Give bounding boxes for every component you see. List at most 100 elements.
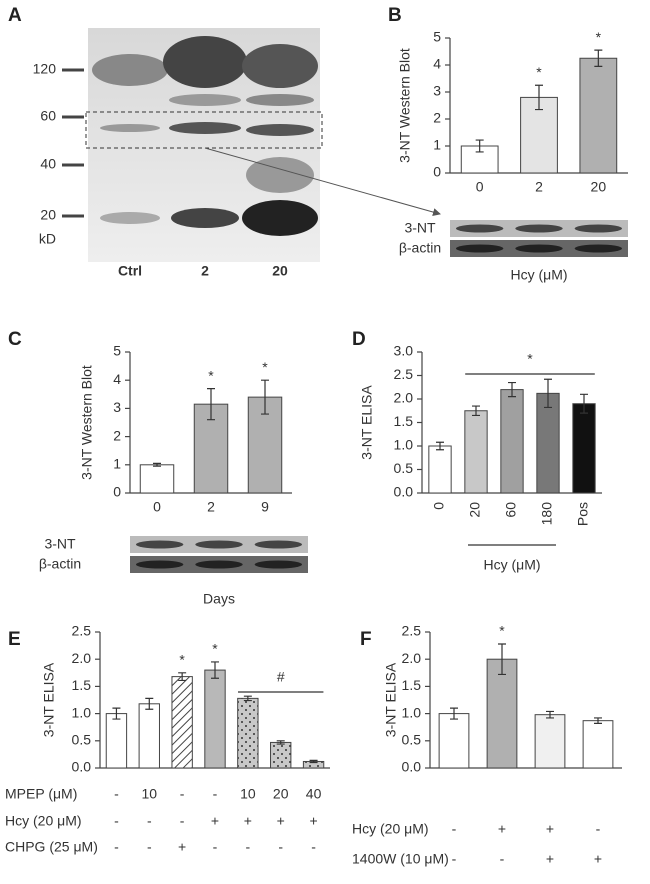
- lane-label: 20: [272, 263, 288, 279]
- y-tick-label: 0.5: [72, 732, 92, 748]
- y-tick-label: 4: [433, 56, 441, 72]
- blot-band: [195, 540, 243, 549]
- y-tick-label: 2: [433, 110, 441, 126]
- condition-value: -: [500, 851, 505, 867]
- x-tick-label: 180: [539, 502, 555, 526]
- y-tick-label: 2.0: [72, 650, 92, 666]
- error-bar: [580, 393, 588, 414]
- y-tick-label: 1: [113, 456, 121, 472]
- x-axis-label: Hcy (μM): [510, 267, 567, 283]
- blot-label: 3-NT: [404, 220, 436, 236]
- condition-value: -: [114, 786, 119, 802]
- mw-label: 20: [40, 207, 56, 223]
- condition-label: Hcy (20 μM): [5, 813, 82, 829]
- error-bar: [207, 388, 215, 421]
- x-tick-label: 9: [261, 499, 269, 515]
- lane-label: 2: [201, 263, 209, 279]
- blot-band: [455, 224, 504, 233]
- mw-label: 40: [40, 156, 56, 172]
- error-bar: [243, 695, 252, 702]
- condition-value: +: [178, 839, 186, 855]
- condition-value: 10: [240, 786, 256, 802]
- bracket-label: *: [527, 351, 533, 367]
- condition-value: -: [246, 839, 251, 855]
- condition-value: -: [180, 813, 185, 829]
- condition-value: -: [213, 786, 218, 802]
- condition-value: +: [594, 851, 602, 867]
- panel-label: E: [8, 629, 21, 650]
- x-tick-label: 0: [476, 179, 484, 195]
- condition-value: -: [452, 851, 457, 867]
- y-axis-label: 3-NT Western Blot: [79, 365, 95, 480]
- error-bar: [261, 379, 269, 415]
- y-tick-label: 2: [113, 427, 121, 443]
- bar: [270, 741, 292, 769]
- significance-marker: *: [536, 64, 542, 80]
- bar: [579, 57, 618, 174]
- y-tick-label: 1.5: [72, 677, 92, 693]
- y-tick-label: 3: [433, 83, 441, 99]
- blot-label: β-actin: [39, 556, 81, 572]
- condition-value: -: [180, 786, 185, 802]
- bar: [534, 714, 566, 769]
- condition-value: +: [309, 813, 317, 829]
- significance-marker: *: [208, 367, 214, 383]
- y-tick-label: 2.0: [394, 390, 414, 406]
- y-tick-label: 0: [113, 484, 121, 500]
- error-bar: [309, 759, 318, 764]
- condition-label: MPEP (μM): [5, 786, 77, 802]
- error-bar: [475, 139, 484, 153]
- condition-value: +: [498, 821, 506, 837]
- bracket-label: #: [277, 669, 285, 685]
- condition-value: +: [244, 813, 252, 829]
- y-tick-label: 1.5: [394, 413, 414, 429]
- bar: [464, 410, 488, 494]
- bar: [204, 669, 226, 769]
- y-tick-label: 3: [113, 399, 121, 415]
- condition-value: -: [278, 839, 283, 855]
- x-axis-label: Hcy (μM): [483, 557, 540, 573]
- error-bar: [544, 378, 552, 409]
- y-tick-label: 0.5: [402, 732, 422, 748]
- y-tick-label: 5: [433, 29, 441, 45]
- error-bar: [276, 740, 285, 745]
- bar: [139, 464, 175, 494]
- y-tick-label: 0.0: [402, 759, 422, 775]
- y-tick-label: 1.0: [402, 704, 422, 720]
- error-bar: [546, 710, 554, 719]
- significance-marker: *: [212, 641, 218, 657]
- x-tick-label: 0: [153, 499, 161, 515]
- y-tick-label: 2.5: [402, 623, 422, 639]
- condition-value: 40: [306, 786, 322, 802]
- x-axis-label: Days: [203, 591, 235, 607]
- condition-value: +: [546, 821, 554, 837]
- error-bar: [145, 697, 154, 710]
- significance-marker: *: [499, 623, 505, 639]
- error-bar: [508, 381, 516, 398]
- condition-value: -: [114, 813, 119, 829]
- condition-value: -: [311, 839, 316, 855]
- condition-value: 20: [273, 786, 289, 802]
- significance-marker: *: [596, 29, 602, 45]
- bar: [428, 445, 452, 494]
- blot-label: 3-NT: [44, 536, 76, 552]
- y-tick-label: 2.5: [72, 623, 92, 639]
- condition-label: CHPG (25 μM): [5, 839, 98, 855]
- condition-value: -: [213, 839, 218, 855]
- bar: [500, 389, 524, 494]
- error-bar: [594, 717, 602, 724]
- blot-band: [135, 540, 184, 549]
- blot-band: [195, 560, 243, 569]
- error-bar: [498, 643, 506, 676]
- error-bar: [472, 405, 480, 417]
- y-tick-label: 1: [433, 137, 441, 153]
- panel-label: F: [360, 629, 372, 650]
- blot-band: [254, 560, 303, 569]
- y-axis-label: 3-NT ELISA: [41, 662, 57, 737]
- blot-bands: [92, 36, 318, 236]
- panel-label: D: [352, 329, 366, 350]
- condition-label: Hcy (20 μM): [352, 821, 429, 837]
- bar: [536, 392, 560, 494]
- lane-label: Ctrl: [118, 263, 142, 279]
